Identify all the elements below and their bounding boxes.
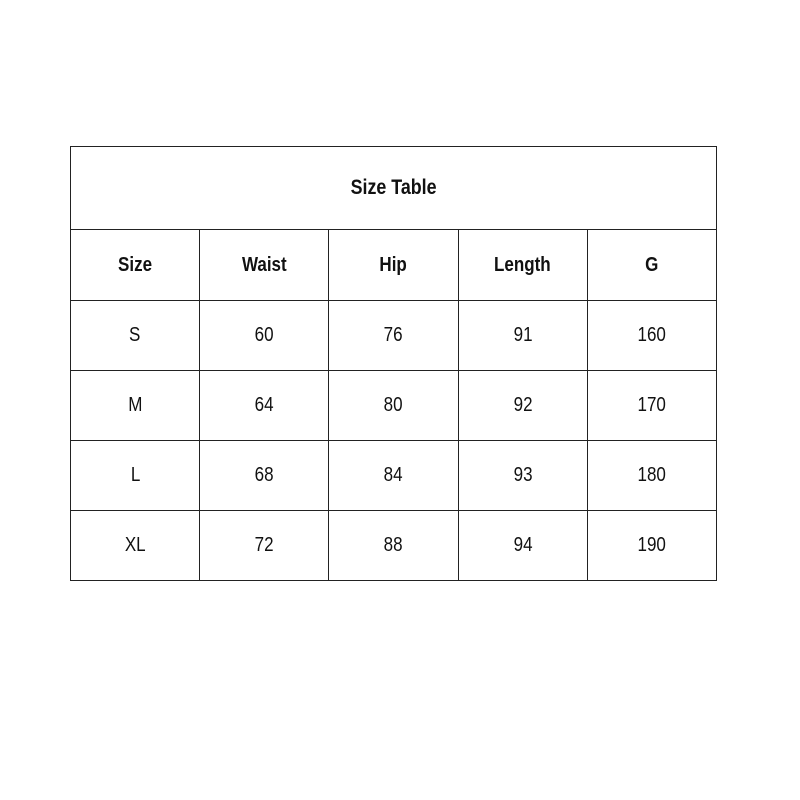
- column-header: Size: [69, 229, 201, 301]
- cell-text: 91: [513, 324, 533, 346]
- cell-text: 64: [254, 394, 274, 416]
- table-cell: L: [69, 440, 201, 511]
- cell-text: XL: [124, 534, 146, 556]
- table-cell: 64: [199, 370, 330, 441]
- table-cell: XL: [69, 510, 201, 581]
- cell-text: M: [128, 394, 143, 416]
- column-header-size: Size: [118, 253, 153, 276]
- column-header: Hip: [328, 229, 459, 301]
- table-cell: 170: [586, 370, 718, 441]
- table-cell: 68: [199, 440, 330, 511]
- table-cell: 84: [328, 440, 459, 511]
- cell-text: 180: [637, 464, 667, 486]
- cell-text: 94: [513, 534, 533, 556]
- column-header: Length: [457, 229, 588, 301]
- column-header: G: [586, 229, 718, 301]
- cell-text: 60: [254, 324, 274, 346]
- cell-text: 84: [384, 464, 403, 486]
- cell-text: S: [129, 324, 141, 346]
- table-cell: 80: [328, 370, 459, 441]
- cell-text: 170: [637, 394, 667, 416]
- column-header-length: Length: [494, 253, 551, 276]
- cell-text: 80: [384, 394, 403, 416]
- table-cell: 190: [586, 510, 718, 581]
- size-table: Size Table Size Waist Hip Length G S 60 76…: [69, 146, 718, 581]
- table-cell: 92: [457, 370, 588, 441]
- cell-text: 93: [513, 464, 533, 486]
- table-title: Size Table: [70, 146, 717, 230]
- cell-text: 92: [513, 394, 533, 416]
- column-header-g: G: [645, 253, 659, 276]
- table-row: M 64 80 92 170: [69, 370, 718, 441]
- table-row: S 60 76 91 160: [69, 300, 718, 371]
- cell-text: L: [130, 464, 140, 486]
- table-cell: 180: [586, 440, 718, 511]
- table-cell: 160: [586, 300, 718, 371]
- cell-text: 68: [254, 464, 274, 486]
- table-cell: 91: [457, 300, 588, 371]
- table-cell: 88: [328, 510, 459, 581]
- column-header: Waist: [199, 229, 330, 301]
- table-cell: M: [69, 370, 201, 441]
- cell-text: 76: [384, 324, 403, 346]
- cell-text: 190: [637, 534, 667, 556]
- table-cell: 76: [328, 300, 459, 371]
- table-cell: 94: [457, 510, 588, 581]
- table-title-text: Size Table: [350, 176, 437, 199]
- table-cell: 93: [457, 440, 588, 511]
- table-row: L 68 84 93 180: [69, 440, 718, 511]
- column-header-waist: Waist: [241, 253, 287, 276]
- table-row: XL 72 88 94 190: [69, 510, 718, 581]
- cell-text: 88: [384, 534, 403, 556]
- table-cell: S: [69, 300, 201, 371]
- table-cell: 60: [199, 300, 330, 371]
- table-cell: 72: [199, 510, 330, 581]
- header-row: Size Waist Hip Length G: [69, 229, 718, 301]
- column-header-hip: Hip: [379, 253, 408, 276]
- cell-text: 160: [637, 324, 667, 346]
- cell-text: 72: [254, 534, 274, 556]
